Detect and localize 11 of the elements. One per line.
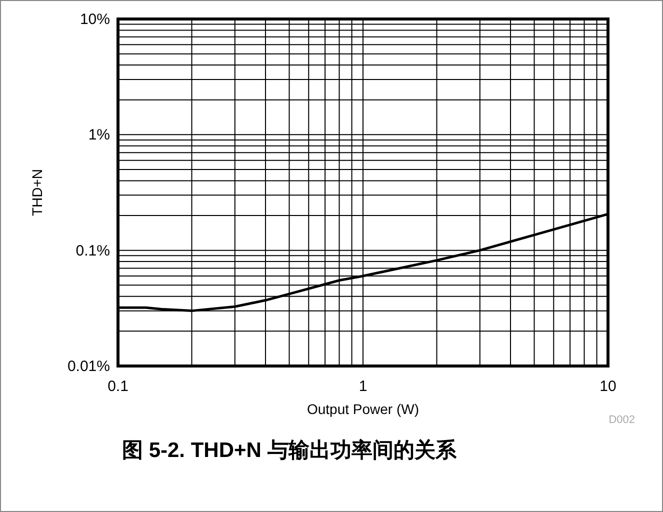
x-tick-label: 1: [358, 378, 368, 395]
text: D002: [608, 414, 635, 426]
caption: 图 5-2. THD+N 与输出功率间的关系: [122, 438, 458, 462]
y-tick-label: 10%: [80, 11, 110, 28]
y-tick-label: 0.1%: [76, 242, 110, 260]
x-tick-label: 10: [600, 378, 616, 395]
y-tick-label: 0.01%: [67, 358, 110, 375]
y-axis-title: THD+N: [29, 168, 45, 216]
x-axis-title: Output Power (W): [306, 401, 420, 417]
y-tick-label: 1%: [88, 126, 110, 144]
x-tick-label: 0.1: [108, 378, 128, 395]
